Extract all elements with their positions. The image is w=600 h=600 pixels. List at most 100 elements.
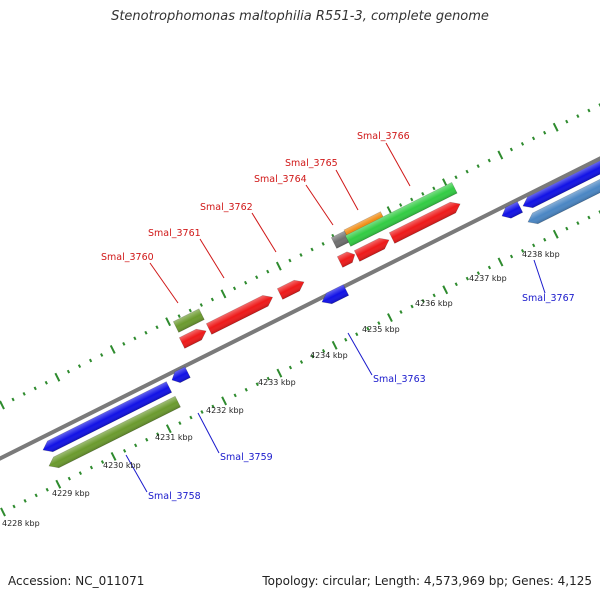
scale-tick: [156, 432, 160, 437]
lower-label-leader: [533, 259, 546, 294]
gene-smal-3764: [336, 251, 356, 268]
scale-tick: [432, 293, 436, 298]
gene-smal-3764-pseudo-shade: [331, 230, 351, 249]
gene-smal-3766-shade: [345, 182, 458, 247]
upper-gene-label: Smal_3760: [101, 252, 154, 263]
scale-tick: [322, 349, 326, 353]
gene-smal-3761-shade: [179, 329, 207, 349]
scale-tick: [123, 449, 127, 453]
scale-tick: [122, 342, 126, 346]
scale-tick: [331, 340, 338, 350]
scale-tick: [442, 285, 449, 295]
scale-tick: [288, 365, 293, 370]
upper-gene-label: Smal_3766: [357, 131, 410, 142]
upper-gene-label: Smal_3761: [148, 228, 201, 239]
accession-text: Accession: NC_011071: [8, 574, 145, 588]
scale-tick: [509, 254, 514, 259]
scale-tick: [487, 158, 491, 163]
lower-gene-label: Smal_3759: [220, 452, 273, 463]
scale-tick: [266, 269, 270, 274]
scale-tick: [310, 247, 314, 252]
scale-tick: [410, 197, 414, 202]
kbp-label: 4235 kbp: [362, 325, 400, 334]
gene-smal-3758: [48, 395, 181, 469]
scale-tick: [565, 119, 569, 124]
scale-tick: [275, 261, 282, 271]
scale-tick: [221, 396, 228, 406]
lower-label-leader: [197, 412, 220, 454]
scale-tick: [66, 369, 71, 374]
scale-tick: [476, 271, 480, 275]
lower-gene-labels: Smal_3758 Smal_3759 Smal_3763 Smal_3767: [148, 293, 575, 502]
gene-smal-3758-shade: [49, 396, 181, 468]
label-leader-lines: [125, 142, 546, 493]
gene-smal-3759-shade: [43, 381, 172, 452]
scale-tick: [189, 415, 193, 420]
kbp-label: 4232 kbp: [206, 406, 244, 415]
scale-tick: [543, 130, 547, 135]
scale-tick: [155, 325, 159, 330]
scale-tick: [366, 326, 370, 331]
scale-tick: [33, 386, 37, 391]
gene-smal-3767a-shade: [502, 201, 523, 219]
scale-tick: [232, 286, 237, 291]
upper-label-leader: [199, 238, 225, 279]
gene-smal-3759: [42, 381, 173, 453]
upper-label-leader: [251, 212, 277, 253]
gene-smal-3763-shade: [322, 284, 349, 304]
scale-tick: [109, 344, 116, 354]
scale-tick: [321, 242, 325, 246]
gene-smal-3762b-shade: [277, 280, 304, 300]
scale-tick: [45, 487, 49, 492]
gene-smal-3762: [205, 295, 274, 335]
lower-gene-label: Smal_3767: [522, 293, 575, 304]
scale-tick: [410, 304, 414, 309]
gene-smal-3766-red: [388, 201, 461, 244]
scale-tick: [387, 313, 393, 323]
scale-tick: [77, 364, 82, 368]
scale-tick: [552, 229, 559, 239]
scale-tick: [421, 299, 425, 303]
scale-tick: [355, 332, 359, 337]
scale-tick: [266, 376, 270, 381]
scale-tick: [399, 310, 403, 314]
lower-label-leader: [347, 332, 373, 376]
lower-label-leader: [125, 454, 148, 493]
kbp-scale-labels: 4228 kbp 4229 kbp 4230 kbp 4231 kbp 4232 kbp…: [2, 250, 560, 528]
scale-tick: [454, 175, 458, 180]
kbp-label: 4230 kbp: [103, 461, 141, 470]
gene-smal-3767a: [501, 201, 524, 219]
scale-tick: [67, 476, 71, 481]
scale-tick: [188, 308, 192, 313]
upper-gene-label: Smal_3765: [285, 158, 338, 169]
upper-label-leader: [335, 169, 359, 211]
gene-smal-3763: [321, 284, 350, 305]
scale-tick: [110, 451, 117, 461]
scale-tick: [465, 169, 469, 174]
page-title: Stenotrophomonas maltophilia R551-3, com…: [111, 9, 489, 24]
gene-smal-3764-shade: [337, 251, 355, 268]
gene-smal-3764b-shade: [354, 238, 390, 262]
upper-label-leader: [385, 142, 411, 187]
scale-tick: [34, 493, 38, 498]
scale-tick: [100, 353, 104, 357]
upper-gene-label: Smal_3762: [200, 202, 253, 213]
genome-summary-text: Topology: circular; Length: 4,573,969 bp…: [262, 574, 592, 588]
kbp-label: 4231 kbp: [155, 433, 193, 442]
scale-tick: [244, 387, 248, 392]
scale-tick: [465, 276, 469, 281]
scale-tick: [543, 237, 547, 242]
scale-tick: [0, 400, 5, 410]
kbp-label: 4228 kbp: [2, 519, 40, 528]
gene-smal-3759b: [171, 366, 191, 383]
genome-strand-line: [0, 156, 600, 461]
scale-tick: [22, 392, 26, 396]
scale-tick: [552, 122, 559, 132]
scale-tick: [255, 275, 259, 280]
kbp-label: 4229 kbp: [52, 489, 90, 498]
gene-smal-3760: [172, 308, 205, 333]
kbp-label: 4233 kbp: [258, 378, 296, 387]
kbp-label: 4236 kbp: [415, 299, 453, 308]
scale-tick: [288, 258, 292, 263]
